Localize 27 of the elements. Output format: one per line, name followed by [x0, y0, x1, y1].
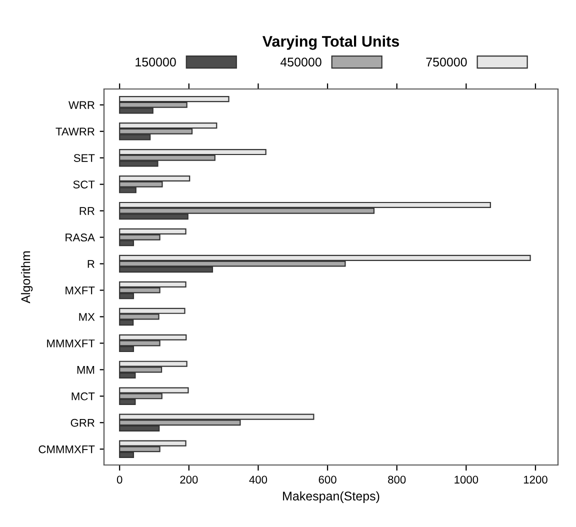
legend-title: Varying Total Units — [262, 36, 400, 50]
y-tick-label: SCT — [73, 180, 95, 188]
x-tick-label: 1200 — [524, 476, 548, 484]
x-tick-label: 0 — [116, 476, 122, 484]
y-tick-label: MCT — [72, 392, 95, 400]
legend-label: 150000 — [136, 58, 176, 66]
y-axis-title: Algorithm — [20, 251, 33, 304]
y-tick-label: MX — [79, 313, 95, 321]
x-tick-label: 1000 — [454, 476, 478, 484]
y-tick-label: WRR — [68, 101, 94, 109]
y-tick-label: MM — [77, 366, 94, 374]
y-tick-label: MMMXFT — [47, 340, 95, 348]
x-tick-label: 600 — [318, 476, 336, 484]
y-tick-label: MXFT — [66, 286, 95, 294]
y-tick-label: SET — [74, 154, 95, 162]
legend-label: 750000 — [426, 58, 467, 66]
x-axis-title: Makespan(Steps) — [283, 491, 380, 503]
x-tick-label: 800 — [388, 476, 406, 484]
x-tick-label: 200 — [180, 476, 198, 484]
legend-label: 450000 — [280, 58, 322, 66]
y-tick-label: GRR — [70, 418, 94, 427]
y-tick-label: R — [88, 260, 94, 268]
y-tick-label: CMMMXFT — [38, 445, 95, 454]
y-tick-label: RR — [80, 207, 94, 215]
y-tick-label: RASA — [66, 234, 95, 242]
x-tick-label: 400 — [249, 476, 268, 484]
y-tick-label: TAWRR — [56, 128, 94, 136]
